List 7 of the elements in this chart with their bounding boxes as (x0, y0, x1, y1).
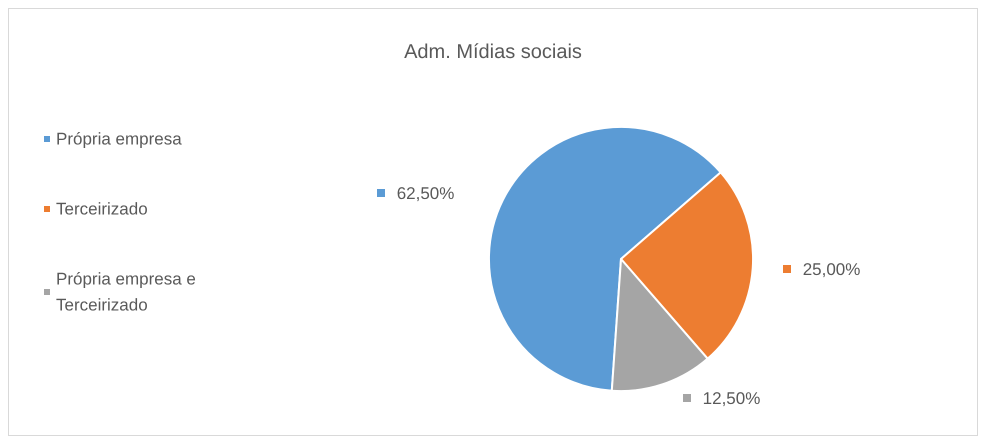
data-label: 62,50% (396, 184, 454, 203)
legend-label: Própria empresa e Terceirizado (56, 270, 201, 314)
data-label: 25,00% (802, 260, 860, 279)
legend-label: Própria empresa (56, 130, 182, 148)
legend-label: Terceirizado (56, 200, 148, 218)
data-label: 12,50% (702, 388, 760, 408)
chart-title: Adm. Mídias sociais (404, 41, 582, 63)
